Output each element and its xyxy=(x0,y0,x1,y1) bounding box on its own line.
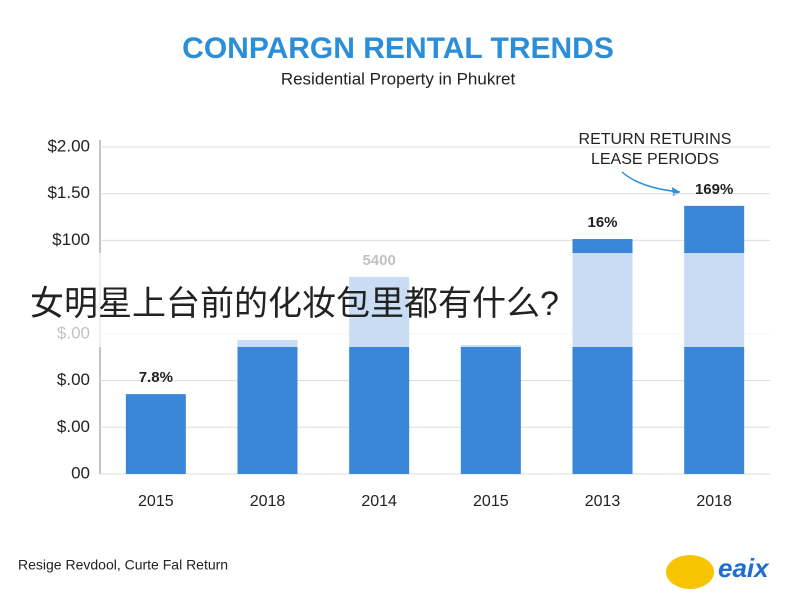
footer: Resige Revdool, Curte Fal Return xyxy=(18,557,228,573)
y-tick-label: 00 xyxy=(71,463,90,482)
bar-label: 169% xyxy=(695,181,733,198)
annotation: LEASE PERIODS xyxy=(591,151,719,168)
bar-label: 7.8% xyxy=(139,369,173,386)
y-tick-label: $100 xyxy=(52,230,90,249)
y-tick-label: $.00 xyxy=(57,370,90,389)
bar-label: 16% xyxy=(587,214,617,231)
x-tick-label: 2018 xyxy=(696,493,732,510)
bar xyxy=(237,339,298,474)
bar xyxy=(460,345,521,474)
x-tick-label: 2018 xyxy=(250,493,286,510)
y-tick-label: $1.50 xyxy=(47,183,90,202)
x-tick-label: 2014 xyxy=(361,493,397,510)
annotation-arrow xyxy=(621,171,681,193)
logo: eaix xyxy=(718,553,770,583)
annotation: RETURN RETURINS xyxy=(579,131,732,148)
bar xyxy=(125,394,186,474)
overlay-banner xyxy=(0,253,800,347)
y-tick-label: $.00 xyxy=(57,417,90,436)
logo-mark xyxy=(666,555,714,589)
arrow-head xyxy=(672,187,680,196)
x-tick-label: 2013 xyxy=(585,493,621,510)
x-tick-label: 2015 xyxy=(473,493,509,510)
chart-title: CONPARGN RENTAL TRENDS xyxy=(182,32,614,65)
overlay-text: 女明星上台前的化妆包里都有什么? xyxy=(30,285,559,323)
y-tick-label: $2.00 xyxy=(47,136,90,155)
chart-subtitle: Residential Property in Phukret xyxy=(281,69,516,88)
x-tick-label: 2015 xyxy=(138,493,174,510)
